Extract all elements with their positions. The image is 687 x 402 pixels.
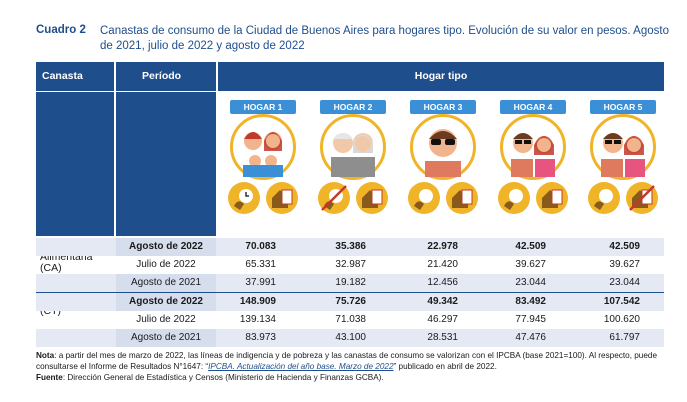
- clock-icon: [408, 182, 440, 214]
- house-document-icon: [356, 182, 388, 214]
- table-notes: Nota: a partir del mes de marzo de 2022,…: [36, 350, 676, 383]
- value-cell: 42.509: [609, 241, 640, 252]
- value-cell: 107.542: [603, 296, 640, 307]
- value-cell: 61.797: [609, 332, 640, 343]
- hogar-2: HOGAR 2: [310, 96, 396, 232]
- hogar-3: HOGAR 3: [400, 96, 486, 232]
- table-row: Julio de 2022 139.134 71.038 46.297 77.9…: [36, 311, 664, 329]
- table-row: Agosto de 2022 148.909 75.726 49.342 83.…: [36, 293, 664, 311]
- value-cell: 32.987: [335, 259, 366, 270]
- hogar-label: HOGAR 2: [320, 100, 386, 114]
- periodo-cell: Julio de 2022: [136, 314, 196, 325]
- hogar-1: HOGAR 1: [220, 96, 306, 232]
- value-cell: 47.476: [515, 332, 546, 343]
- hogar-4: HOGAR 4: [490, 96, 576, 232]
- hogar-5: HOGAR 5: [580, 96, 666, 232]
- value-cell: 139.134: [239, 314, 276, 325]
- couple-sunglasses-icon: [590, 114, 656, 180]
- clock-icon: [318, 182, 350, 214]
- clock-icon: [588, 182, 620, 214]
- value-cell: 12.456: [427, 277, 458, 288]
- family-face-icon: [230, 114, 296, 180]
- fuente-text: : Dirección General de Estadística y Cen…: [62, 373, 384, 382]
- caption-title: Canastas de consumo de la Ciudad de Buen…: [100, 25, 669, 52]
- header-canasta: Canasta: [36, 62, 114, 91]
- hogar-label: HOGAR 4: [500, 100, 566, 114]
- value-cell: 83.492: [515, 296, 546, 307]
- fuente-paragraph: Fuente: Dirección General de Estadística…: [36, 372, 676, 383]
- value-cell: 46.297: [427, 314, 458, 325]
- couple-icon: [500, 114, 566, 180]
- clock-icon: [498, 182, 530, 214]
- value-cell: 75.726: [335, 296, 366, 307]
- table-row: Agosto de 2022 70.083 35.386 22.978 42.5…: [36, 238, 664, 256]
- value-cell: 22.978: [427, 241, 458, 252]
- table-caption: Cuadro 2 Canastas de consumo de la Ciuda…: [36, 24, 676, 58]
- nota-text-1: : a partir del mes de marzo de 2022, las…: [36, 351, 658, 371]
- household-icons-area: HOGAR 1 HOGAR 2: [218, 92, 664, 236]
- value-cell: 65.331: [245, 259, 276, 270]
- periodo-cell: Julio de 2022: [136, 259, 196, 270]
- value-cell: 39.627: [515, 259, 546, 270]
- value-cell: 83.973: [245, 332, 276, 343]
- periodo-cell: Agosto de 2022: [116, 293, 216, 311]
- house-document-icon: [266, 182, 298, 214]
- value-cell: 23.044: [515, 277, 546, 288]
- value-cell: 77.945: [515, 314, 546, 325]
- value-cell: 19.182: [335, 277, 366, 288]
- value-cell: 70.083: [245, 241, 276, 252]
- value-cell: 21.420: [427, 259, 458, 270]
- nota-label: Nota: [36, 351, 55, 360]
- canasta-column-fill: [36, 92, 114, 236]
- value-cell: 37.991: [245, 277, 276, 288]
- value-cell: 71.038: [335, 314, 366, 325]
- nota-text-2: ” publicado en abril de 2022.: [393, 362, 497, 371]
- section-divider: [36, 292, 664, 293]
- house-document-icon: [626, 182, 658, 214]
- header-hogar-tipo: Hogar tipo: [218, 62, 664, 91]
- value-cell: 43.100: [335, 332, 366, 343]
- nota-paragraph: Nota: a partir del mes de marzo de 2022,…: [36, 350, 676, 372]
- value-cell: 35.386: [335, 241, 366, 252]
- periodo-cell: Agosto de 2021: [116, 274, 216, 292]
- periodo-cell: Agosto de 2021: [116, 329, 216, 347]
- value-cell: 100.620: [603, 314, 640, 325]
- ipcba-report-link[interactable]: IPCBA. Actualización del año base. Marzo…: [208, 362, 394, 371]
- value-cell: 23.044: [609, 277, 640, 288]
- value-cell: 42.509: [515, 241, 546, 252]
- house-document-icon: [536, 182, 568, 214]
- fuente-label: Fuente: [36, 373, 63, 382]
- value-cell: 28.531: [427, 332, 458, 343]
- periodo-cell: Agosto de 2022: [116, 238, 216, 256]
- value-cell: 148.909: [239, 296, 276, 307]
- hogar-label: HOGAR 3: [410, 100, 476, 114]
- table-row: Julio de 2022 65.331 32.987 21.420 39.62…: [36, 256, 664, 274]
- house-document-icon: [446, 182, 478, 214]
- header-periodo: Período: [116, 62, 216, 91]
- periodo-column-fill: [116, 92, 216, 236]
- value-cell: 39.627: [609, 259, 640, 270]
- clock-icon: [228, 182, 260, 214]
- value-cell: 49.342: [427, 296, 458, 307]
- hogar-label: HOGAR 5: [590, 100, 656, 114]
- table-row: Agosto de 2021 37.991 19.182 12.456 23.0…: [36, 274, 664, 292]
- man-sunglasses-icon: [410, 114, 476, 180]
- table-row: Agosto de 2021 83.973 43.100 28.531 47.4…: [36, 329, 664, 347]
- caption-label: Cuadro 2: [36, 24, 86, 36]
- elderly-couple-icon: [320, 114, 386, 180]
- hogar-label: HOGAR 1: [230, 100, 296, 114]
